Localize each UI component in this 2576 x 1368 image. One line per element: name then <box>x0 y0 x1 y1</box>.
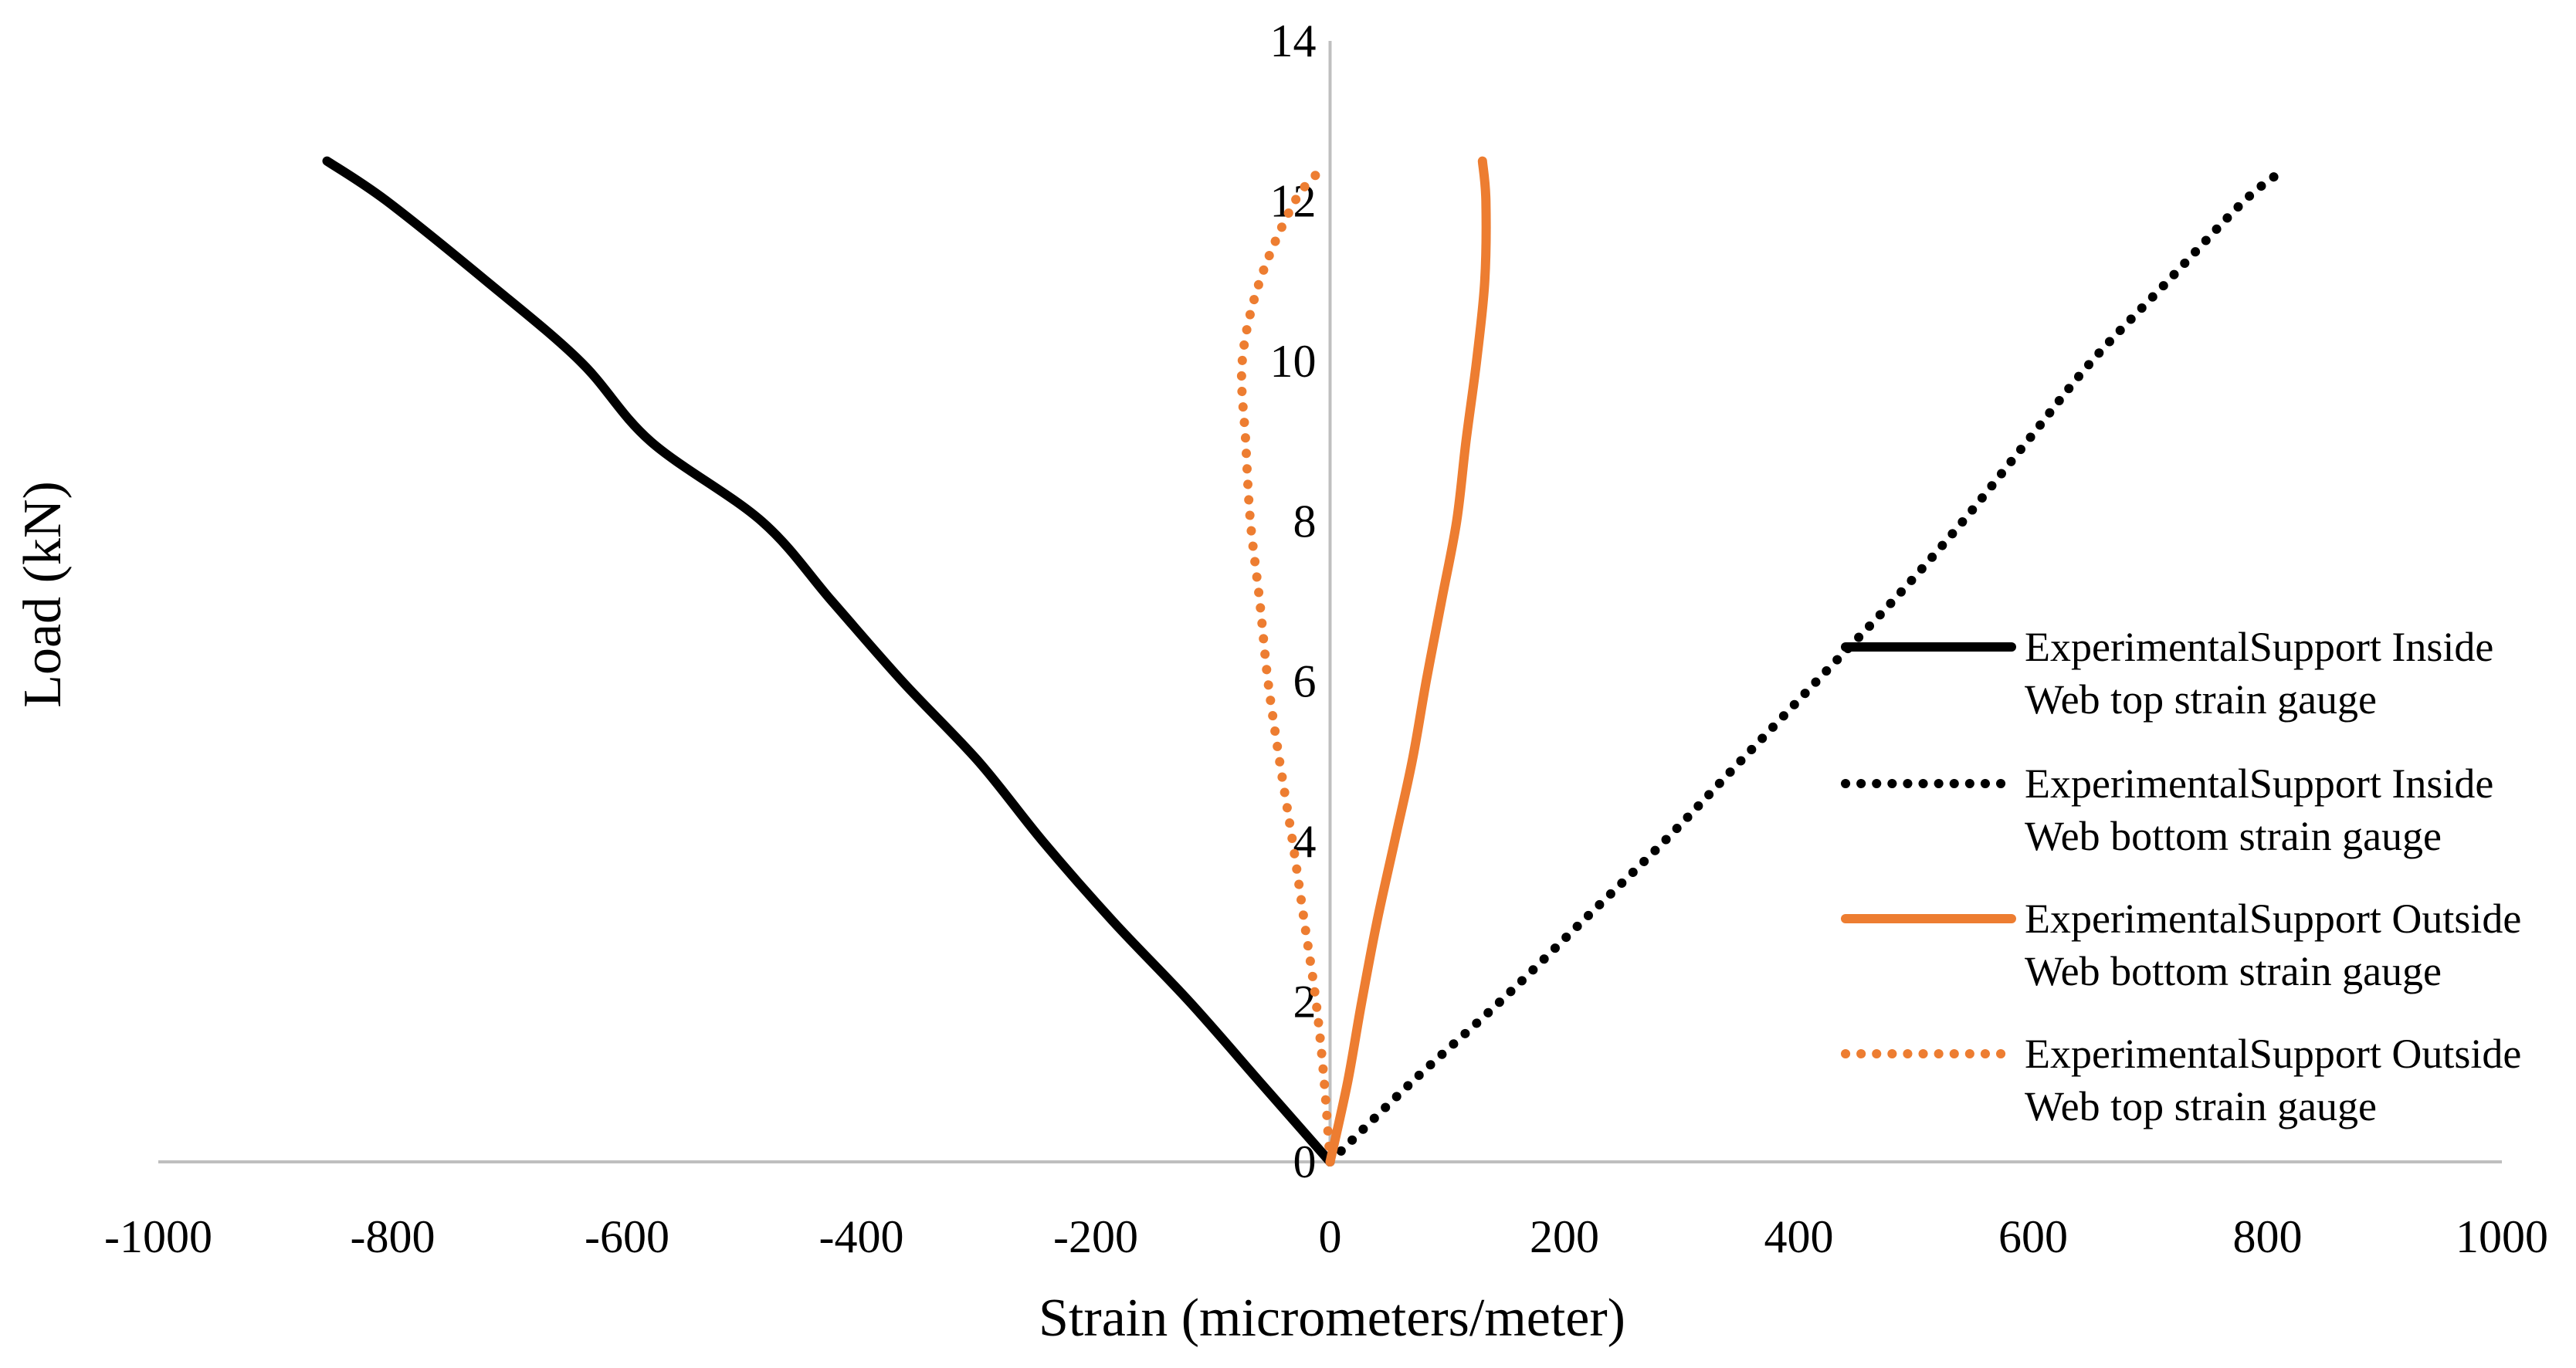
legend-label: ExperimentalSupport Inside <box>2025 624 2493 670</box>
legend: ExperimentalSupport Inside Web top strain… <box>1841 624 2521 1129</box>
x-tick-label: -600 <box>585 1211 669 1262</box>
y-axis-title: Load (kN) <box>13 481 73 708</box>
legend-label: Web top strain gauge <box>2025 676 2377 723</box>
series-line-4 <box>1236 164 1335 1167</box>
y-tick-label: 10 <box>1270 336 1317 387</box>
y-tick-label: 4 <box>1293 816 1317 867</box>
series-line-1 <box>322 156 1335 1167</box>
legend-item: ExperimentalSupport Outside Web bottom st… <box>1841 896 2521 994</box>
legend-label: ExperimentalSupport Outside <box>2025 896 2521 942</box>
series-line-2 <box>1325 164 2290 1167</box>
x-tick-label: 400 <box>1764 1211 1834 1262</box>
legend-label: Web bottom strain gauge <box>2025 813 2442 859</box>
x-axis-title: Strain (micrometers/meter) <box>1039 1288 1625 1348</box>
legend-label: Web top strain gauge <box>2025 1083 2377 1129</box>
y-tick-label: 2 <box>1293 977 1317 1028</box>
x-tick-label: 800 <box>2233 1211 2303 1262</box>
y-tick-label: 14 <box>1270 15 1317 66</box>
legend-label: ExperimentalSupport Inside <box>2025 760 2493 807</box>
x-tick-label: -200 <box>1053 1211 1138 1262</box>
legend-label: ExperimentalSupport Outside <box>2025 1031 2521 1077</box>
legend-item: ExperimentalSupport Outside Web top strai… <box>1841 1031 2521 1129</box>
y-tick-label: 8 <box>1293 496 1317 547</box>
series-lines <box>322 156 2290 1167</box>
legend-item: ExperimentalSupport Inside Web bottom str… <box>1841 760 2493 859</box>
legend-label: Web bottom strain gauge <box>2025 948 2442 994</box>
tick-labels: -1000 -800 -600 -400 -200 0 200 400 600 800 100002… <box>104 15 2548 1262</box>
x-tick-label: 0 <box>1319 1211 1342 1262</box>
x-tick-label: -1000 <box>104 1211 212 1262</box>
x-tick-label: 1000 <box>2456 1211 2548 1262</box>
x-tick-label: 200 <box>1530 1211 1599 1262</box>
legend-item: ExperimentalSupport Inside Web top strain… <box>1841 624 2493 723</box>
x-tick-label: 600 <box>1998 1211 2068 1262</box>
x-tick-label: -800 <box>351 1211 436 1262</box>
x-tick-label: -400 <box>819 1211 904 1262</box>
y-tick-label: 6 <box>1293 656 1317 707</box>
series-line-3 <box>1325 156 1491 1167</box>
